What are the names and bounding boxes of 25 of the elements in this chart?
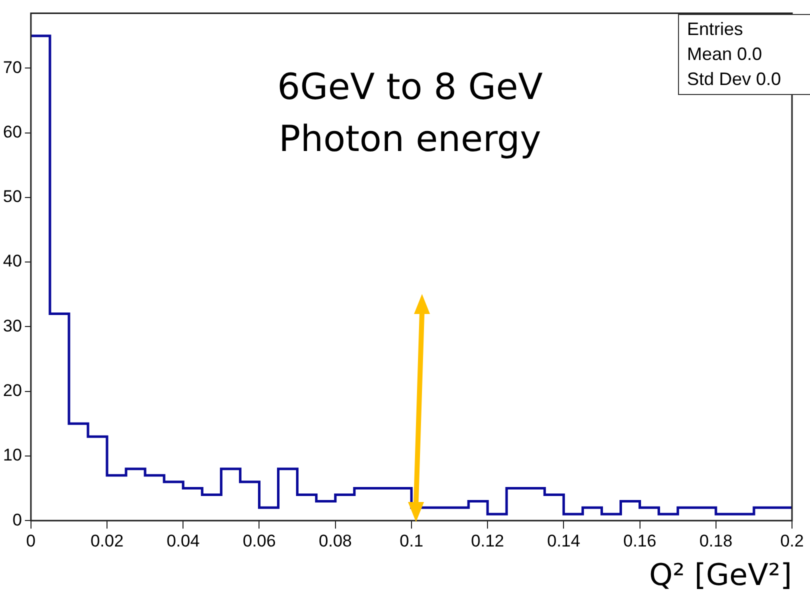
y-tick-label: 60 [2, 122, 22, 142]
y-tick-label: 50 [2, 187, 22, 206]
y-tick-label: 10 [2, 446, 22, 465]
x-tick-label: 0.04 [166, 531, 200, 550]
x-tick-label: 0.1 [400, 531, 424, 550]
y-tick-label: 20 [2, 381, 22, 400]
x-tick-label: 0.12 [471, 531, 504, 550]
x-tick-label: 0.08 [318, 531, 352, 550]
x-tick-label: 0.02 [90, 531, 124, 550]
y-tick-label: 30 [2, 316, 22, 336]
y-tick-label: 70 [2, 58, 22, 77]
annotation: Photon energy [278, 118, 542, 162]
annotation: Mean 0.0 [687, 43, 764, 66]
y-tick-label: 40 [2, 252, 22, 271]
y-tick-label: 0 [12, 510, 22, 530]
x-tick-label: 0.2 [780, 531, 804, 550]
annotation: Entries [687, 18, 744, 41]
x-tick-label: 0.06 [242, 531, 276, 550]
x-tick-label: 0.16 [623, 531, 656, 550]
annotation: Std Dev 0.0 [687, 68, 782, 91]
x-axis-title: Q² [GeV²] [649, 558, 792, 593]
x-tick-label: 0.14 [547, 531, 580, 550]
x-tick-label: 0 [26, 531, 36, 550]
x-tick-label: 0.18 [699, 531, 732, 550]
annotation: 6GeV to 8 GeV [276, 66, 544, 110]
